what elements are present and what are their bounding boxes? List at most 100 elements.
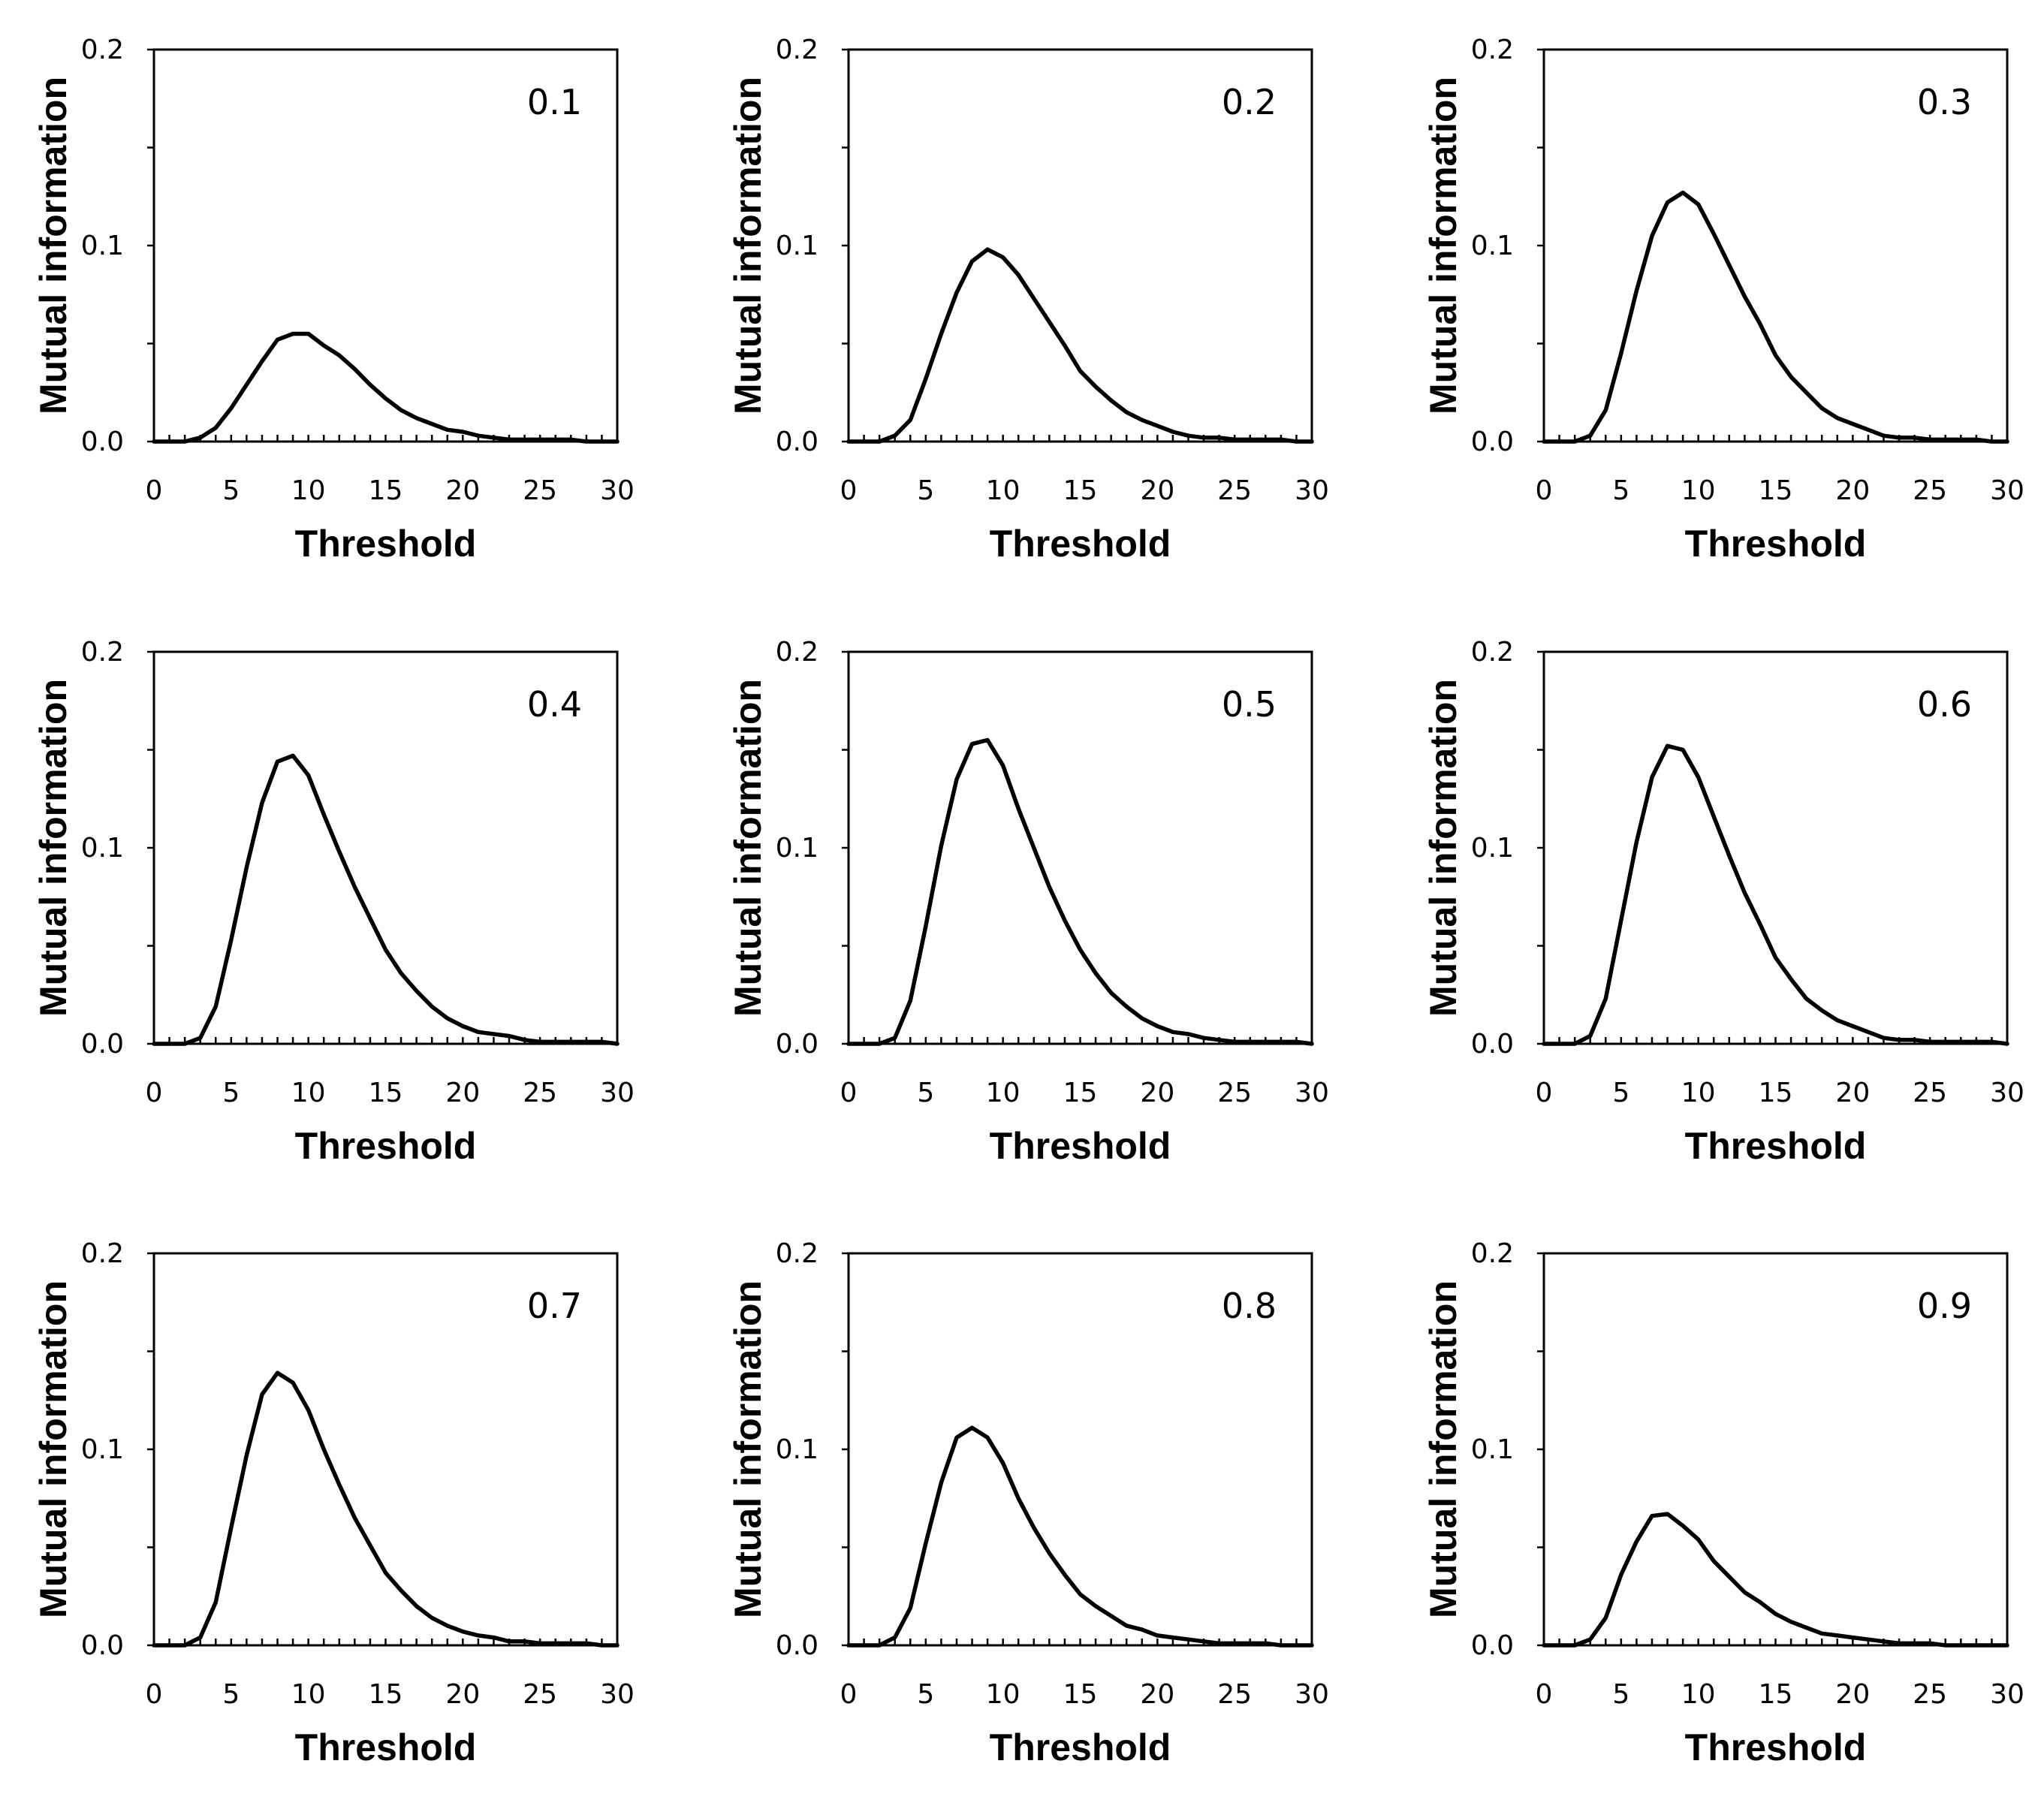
series-line — [152, 1370, 620, 1648]
x-tick-label: 0 — [840, 475, 858, 506]
panel-label: 0.5 — [1222, 684, 1277, 725]
x-tick-label: 15 — [1759, 475, 1793, 506]
panel-label: 0.8 — [1222, 1286, 1277, 1326]
series-line — [1542, 190, 2009, 444]
x-tick-label: 30 — [1295, 475, 1329, 506]
y-axis-title: Mutual information — [1422, 1280, 1464, 1618]
y-tick-label: 0.2 — [81, 637, 124, 668]
x-tick-label: 0 — [146, 1679, 163, 1710]
y-tick-label: 0.1 — [1471, 1434, 1514, 1465]
panel-label: 0.3 — [1917, 82, 1972, 122]
x-tick-label: 5 — [917, 1078, 934, 1108]
y-tick-label: 0.0 — [1471, 1029, 1514, 1060]
x-tick-label: 30 — [600, 1679, 635, 1710]
y-tick-label: 0.0 — [776, 1630, 819, 1661]
x-tick-label: 15 — [369, 475, 403, 506]
y-tick-label: 0.0 — [776, 427, 819, 457]
y-tick-label: 0.0 — [1471, 1630, 1514, 1661]
x-tick-label: 25 — [523, 1078, 557, 1108]
x-tick-label: 0 — [1536, 1679, 1553, 1710]
x-tick-label: 30 — [1990, 475, 2024, 506]
x-tick-label: 20 — [445, 475, 480, 506]
x-tick-label: 20 — [1140, 1679, 1174, 1710]
chart-panel: 0.0 0.1 0.2 0 5 10 15 20 25 30 Threshold Mutual inf… — [32, 1238, 635, 1768]
y-tick-label: 0.2 — [776, 637, 819, 668]
y-tick-label: 0.2 — [1471, 637, 1514, 668]
chart-panel: 0.0 0.1 0.2 0 5 10 15 20 25 30 Threshold Mutual inf… — [727, 637, 1329, 1167]
x-tick-label: 5 — [917, 1679, 934, 1710]
x-tick-label: 15 — [369, 1679, 403, 1710]
x-tick-label: 10 — [986, 475, 1020, 506]
y-tick-label: 0.1 — [1471, 833, 1514, 864]
series-line — [1542, 743, 2009, 1046]
x-tick-label: 5 — [222, 1078, 240, 1108]
chart-panel: 0.0 0.1 0.2 0 5 10 15 20 25 30 Threshold Mutual inf… — [1422, 637, 2024, 1167]
x-tick-label: 0 — [146, 1078, 163, 1108]
y-tick-label: 0.2 — [1471, 35, 1514, 65]
x-axis-title: Threshold — [990, 523, 1171, 565]
panel-label: 0.6 — [1917, 684, 1972, 725]
series-line — [1542, 1512, 2009, 1648]
x-tick-label: 30 — [600, 475, 635, 506]
x-axis-title: Threshold — [295, 1726, 477, 1768]
x-tick-label: 25 — [1217, 1679, 1252, 1710]
x-tick-label: 5 — [1612, 475, 1629, 506]
y-axis-title: Mutual information — [32, 77, 74, 415]
y-tick-label: 0.0 — [81, 427, 124, 457]
y-tick-label: 0.2 — [81, 1238, 124, 1269]
y-axis-title: Mutual information — [727, 77, 769, 415]
x-tick-label: 5 — [917, 475, 934, 506]
chart-panel: 0.0 0.1 0.2 0 5 10 15 20 25 30 Threshold Mutual inf… — [1422, 1238, 2024, 1768]
chart-panel: 0.0 0.1 0.2 0 5 10 15 20 25 30 Threshold Mutual inf… — [727, 35, 1329, 565]
x-tick-label: 10 — [1681, 1078, 1716, 1108]
y-tick-label: 0.1 — [776, 1434, 819, 1465]
x-axis-title: Threshold — [1685, 1726, 1867, 1768]
y-tick-label: 0.2 — [1471, 1238, 1514, 1269]
x-tick-label: 0 — [1536, 1078, 1553, 1108]
x-tick-label: 25 — [523, 475, 557, 506]
x-axis-title: Threshold — [295, 1125, 477, 1167]
y-tick-label: 0.1 — [1471, 231, 1514, 261]
x-tick-label: 15 — [369, 1078, 403, 1108]
x-tick-label: 20 — [445, 1679, 480, 1710]
x-tick-label: 25 — [1217, 475, 1252, 506]
y-tick-label: 0.1 — [81, 833, 124, 864]
x-tick-label: 15 — [1759, 1078, 1793, 1108]
y-tick-label: 0.1 — [776, 833, 819, 864]
chart-panel: 0.0 0.1 0.2 0 5 10 15 20 25 30 Threshold Mutual inf… — [1422, 35, 2024, 565]
x-tick-label: 15 — [1063, 1078, 1098, 1108]
x-tick-label: 0 — [840, 1078, 858, 1108]
x-tick-label: 10 — [1681, 1679, 1716, 1710]
x-tick-label: 10 — [291, 1078, 326, 1108]
x-tick-label: 20 — [1835, 475, 1870, 506]
x-tick-label: 0 — [146, 475, 163, 506]
y-tick-label: 0.1 — [81, 231, 124, 261]
x-tick-label: 30 — [600, 1078, 635, 1108]
y-axis-title: Mutual information — [32, 679, 74, 1017]
x-tick-label: 0 — [840, 1679, 858, 1710]
y-tick-label: 0.2 — [81, 35, 124, 65]
x-axis-title: Threshold — [295, 523, 477, 565]
series-line — [846, 1425, 1314, 1648]
x-tick-label: 20 — [1140, 1078, 1174, 1108]
x-tick-label: 20 — [1835, 1078, 1870, 1108]
panel-label: 0.4 — [527, 684, 582, 725]
chart-panel: 0.0 0.1 0.2 0 5 10 15 20 25 30 Threshold Mutual inf… — [32, 637, 635, 1167]
x-tick-label: 5 — [222, 1679, 240, 1710]
chart-panel: 0.0 0.1 0.2 0 5 10 15 20 25 30 Threshold Mutual inf… — [32, 35, 635, 565]
x-tick-label: 15 — [1063, 475, 1098, 506]
y-tick-label: 0.1 — [81, 1434, 124, 1465]
chart-panel: 0.0 0.1 0.2 0 5 10 15 20 25 30 Threshold Mutual inf… — [727, 1238, 1329, 1768]
x-tick-label: 25 — [1217, 1078, 1252, 1108]
panel-label: 0.1 — [527, 82, 582, 122]
x-tick-label: 5 — [1612, 1679, 1629, 1710]
x-tick-label: 10 — [1681, 475, 1716, 506]
x-tick-label: 10 — [986, 1078, 1020, 1108]
x-tick-label: 0 — [1536, 475, 1553, 506]
x-axis-title: Threshold — [1685, 1125, 1867, 1167]
panel-label: 0.9 — [1917, 1286, 1972, 1326]
x-tick-label: 15 — [1063, 1679, 1098, 1710]
x-tick-label: 30 — [1295, 1078, 1329, 1108]
x-tick-label: 10 — [291, 475, 326, 506]
